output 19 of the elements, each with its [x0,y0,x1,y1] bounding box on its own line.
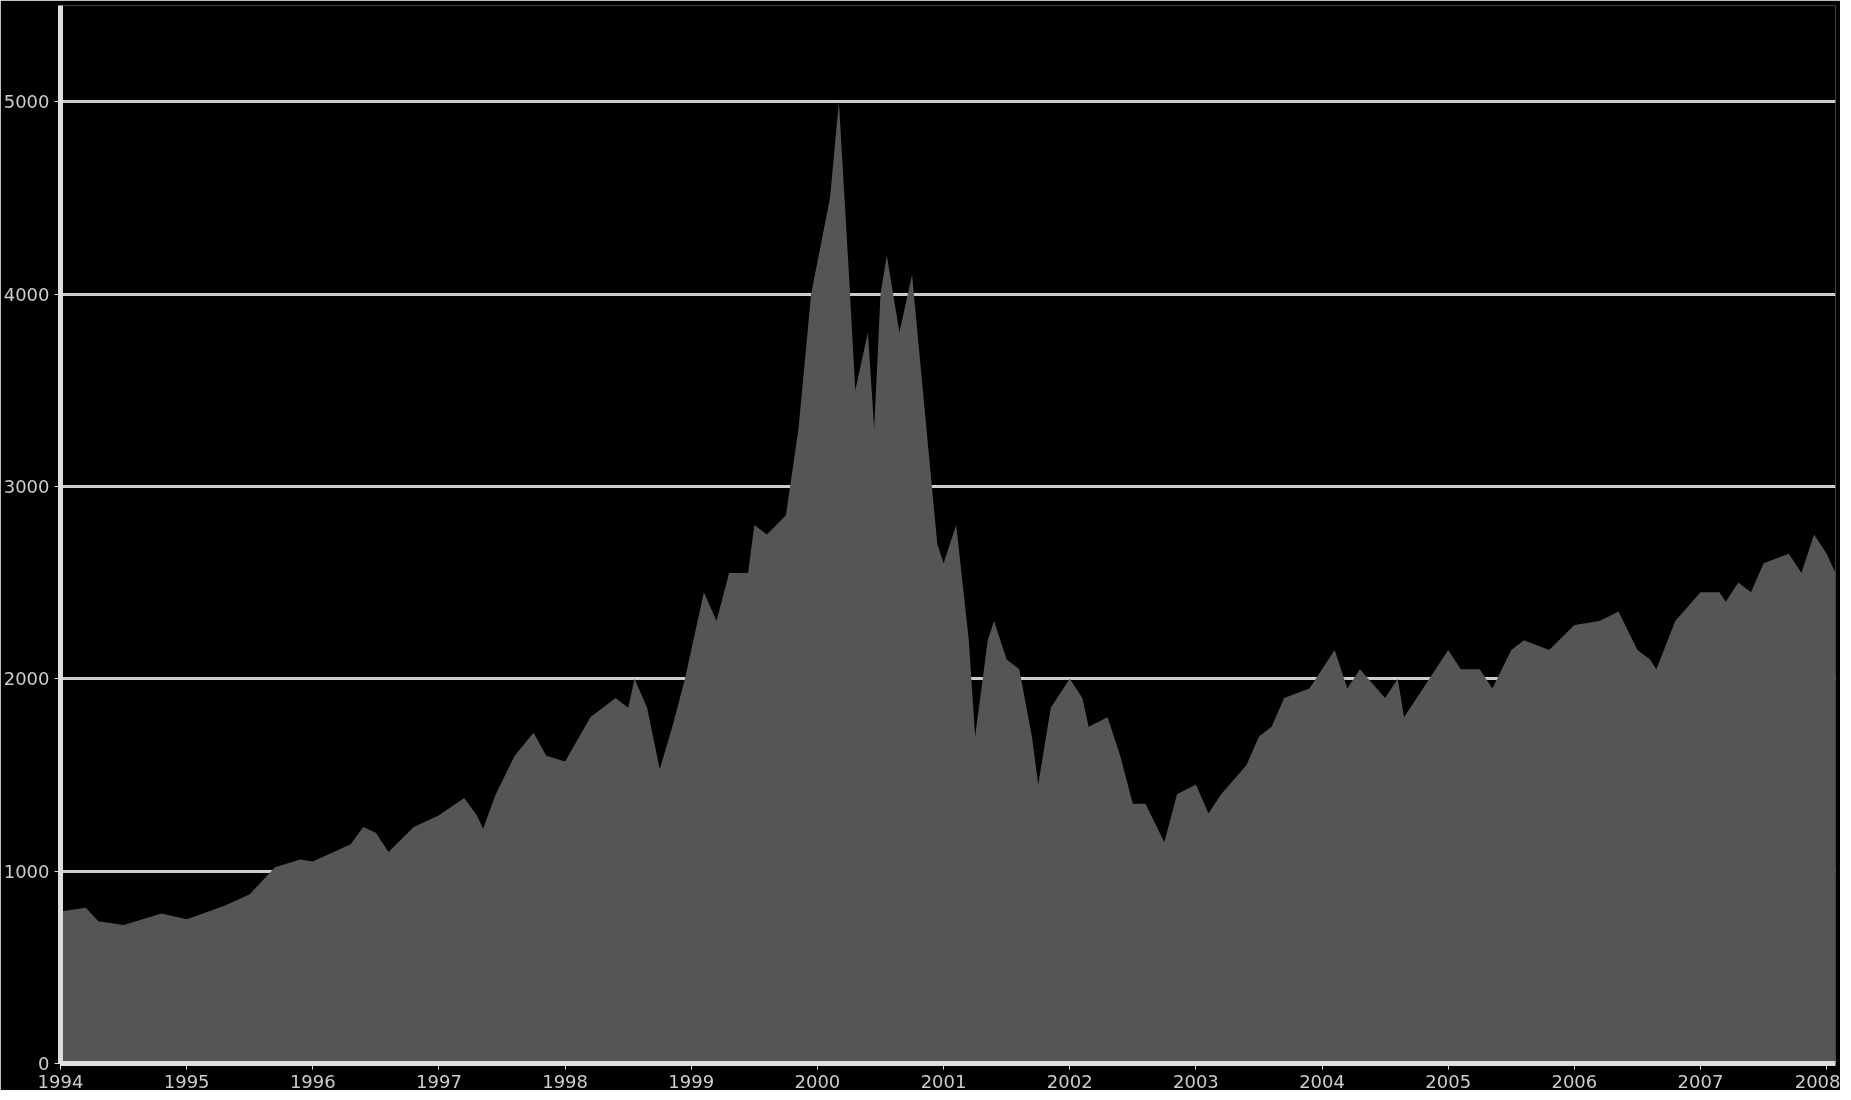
x-tick-label: 2002 [1046,1070,1093,1092]
y-tick-label: 5000 [3,91,50,113]
x-tick-label: 2001 [920,1070,967,1092]
y-tick-label: 1000 [3,860,50,882]
y-tick-label: 4000 [3,283,50,305]
x-tick-label: 2008 [1794,1070,1841,1092]
x-tick-label: 2006 [1551,1070,1598,1092]
x-tick-label: 1997 [416,1070,462,1092]
x-tick-label: 1999 [668,1070,715,1092]
x-tick-label: 2004 [1299,1070,1345,1092]
x-tick-label: 1996 [289,1070,336,1092]
x-tick-label: 1998 [542,1070,589,1092]
x-tick-label: 1995 [163,1070,210,1092]
x-tick-label: 2000 [794,1070,841,1092]
x-tick-label: 2007 [1677,1070,1724,1092]
y-tick-label: 3000 [3,475,50,497]
x-tick-label: 2003 [1172,1070,1219,1092]
x-tick-label: 2005 [1425,1070,1472,1092]
y-tick-label: 2000 [3,668,50,690]
